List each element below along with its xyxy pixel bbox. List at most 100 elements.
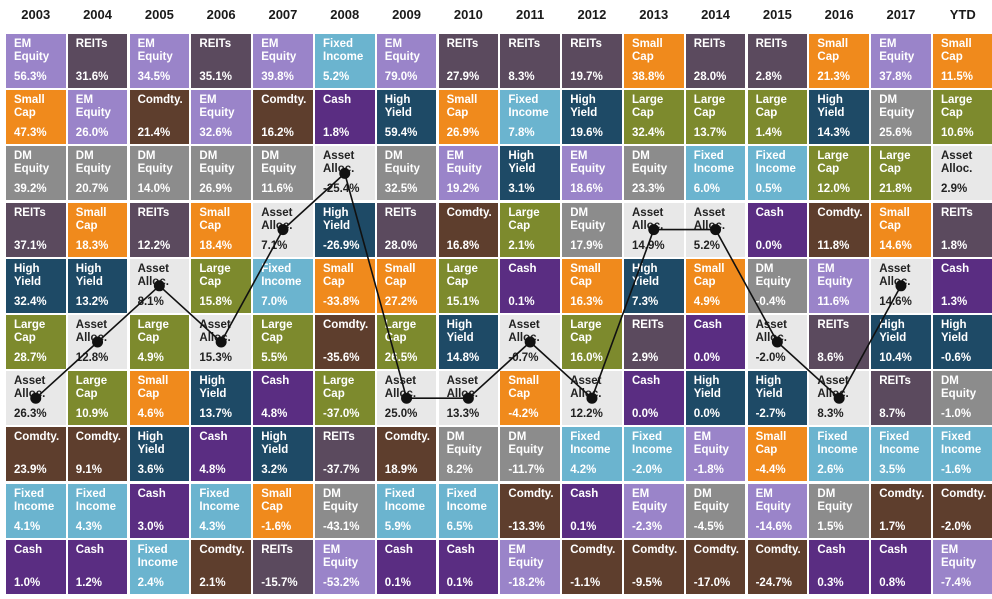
return-cell: Large Cap 4.9% — [129, 315, 190, 369]
return-cell: Large Cap 16.0% — [562, 315, 622, 369]
return-cell: Comdty. 16.8% — [438, 202, 499, 257]
asset-class-label: DM Equity — [137, 150, 173, 176]
return-value: 26.0% — [75, 127, 109, 140]
return-value: 8.6% — [817, 352, 844, 364]
asset-class-label: Small Cap — [261, 487, 292, 513]
return-cell: High Yield -0.6% — [933, 315, 992, 369]
asset-class-label: High Yield — [384, 94, 412, 120]
return-cell: EM Equity 19.2% — [438, 146, 499, 201]
return-cell: Comdty. 21.4% — [129, 90, 190, 145]
return-value: 0.1% — [570, 520, 597, 533]
return-value: -33.8% — [323, 295, 360, 308]
return-value: 14.8% — [446, 352, 480, 364]
return-value: 18.4% — [199, 239, 232, 252]
return-cell: Cash 0.1% — [562, 483, 622, 538]
return-value: -2.7% — [755, 408, 786, 421]
asset-class-label: DM Equity — [570, 206, 606, 232]
return-cell: REITs 31.6% — [67, 34, 128, 88]
asset-class-label: Large Cap — [570, 319, 602, 344]
return-value: -1.6% — [941, 464, 972, 477]
asset-class-label: Asset Alloc. — [14, 375, 46, 401]
return-cell: Small Cap 47.3% — [6, 90, 66, 145]
return-value: 4.2% — [570, 464, 597, 477]
return-cell: Large Cap 1.4% — [747, 90, 808, 145]
return-value: -0.4% — [755, 295, 786, 308]
return-value: -0.7% — [508, 352, 539, 364]
return-value: 10.6% — [941, 127, 974, 140]
return-cell: DM Equity 1.5% — [809, 483, 869, 538]
return-value: 2.9% — [632, 352, 659, 364]
return-cell: EM Equity 26.0% — [67, 90, 128, 145]
asset-class-label: High Yield — [879, 319, 907, 344]
return-value: 0.1% — [446, 576, 473, 589]
return-value: -43.1% — [323, 520, 360, 533]
return-cell: Cash 0.0% — [624, 371, 684, 426]
return-value: 25.6% — [879, 127, 912, 140]
asset-class-label: EM Equity — [941, 543, 977, 569]
return-value: 2.4% — [137, 576, 164, 589]
return-value: 1.7% — [879, 520, 906, 533]
asset-class-label: Fixed Income — [384, 487, 426, 513]
return-cell: Asset Alloc. 14.9% — [624, 202, 684, 257]
asset-class-label: High Yield — [14, 262, 42, 288]
asset-class-label: EM Equity — [693, 431, 729, 457]
return-value: 0.1% — [384, 576, 412, 589]
return-value: 38.8% — [632, 71, 665, 83]
asset-class-label: EM Equity — [632, 487, 668, 513]
asset-class-label: Large Cap — [755, 94, 787, 120]
year-header: 2006 — [206, 7, 236, 22]
asset-class-label: High Yield — [75, 262, 103, 288]
return-cell: Cash 0.0% — [747, 202, 808, 257]
asset-class-label: Cash — [508, 262, 537, 275]
asset-class-label: Small Cap — [199, 206, 231, 232]
return-value: 0.3% — [817, 576, 844, 589]
return-cell: Large Cap 2.1% — [500, 202, 560, 257]
asset-class-label: REITs — [508, 38, 541, 50]
asset-class-label: Fixed Income — [261, 262, 302, 288]
asset-class-label: DM Equity — [755, 262, 791, 288]
return-cell: Fixed Income 4.1% — [6, 483, 66, 538]
return-value: 18.3% — [75, 239, 109, 252]
year-header: 2005 — [144, 7, 174, 22]
return-cell: Large Cap 10.9% — [67, 371, 128, 426]
asset-class-label: DM Equity — [941, 375, 977, 401]
return-value: 5.2% — [323, 71, 350, 83]
asset-class-label: DM Equity — [693, 487, 729, 513]
return-value: 59.4% — [384, 127, 418, 140]
return-cell: Fixed Income 7.8% — [500, 90, 560, 145]
return-cell: EM Equity 37.8% — [871, 34, 931, 88]
return-value: 19.7% — [570, 71, 603, 83]
return-value: 2.8% — [755, 71, 782, 83]
return-cell: Large Cap 10.6% — [933, 90, 992, 145]
year-header: 2014 — [701, 7, 730, 22]
asset-class-label: High Yield — [941, 319, 969, 344]
return-cell: Cash 0.0% — [685, 315, 746, 369]
return-cell: DM Equity -1.0% — [933, 371, 992, 426]
asset-class-label: Asset Alloc. — [508, 319, 540, 344]
asset-class-label: Cash — [199, 431, 228, 444]
asset-class-label: REITs — [693, 38, 726, 50]
return-cell: Comdty. 23.9% — [6, 427, 66, 482]
return-value: 4.9% — [693, 295, 721, 308]
return-cell: EM Equity 32.6% — [191, 90, 251, 145]
return-cell: Large Cap 5.5% — [253, 315, 313, 369]
asset-class-label: EM Equity — [261, 38, 297, 63]
return-value: 11.6% — [817, 295, 850, 308]
asset-class-label: Comdty. — [14, 431, 60, 444]
asset-class-label: Asset Alloc. — [323, 150, 355, 176]
return-value: 4.8% — [261, 408, 288, 421]
asset-class-label: Asset Alloc. — [817, 375, 849, 401]
return-cell: Asset Alloc. 12.8% — [67, 315, 128, 369]
year-header: 2003 — [21, 7, 51, 22]
return-value: 7.0% — [261, 295, 288, 308]
return-cell: Asset Alloc. 13.3% — [438, 371, 499, 426]
return-cell: Asset Alloc. 25.0% — [376, 371, 437, 426]
year-header: 2012 — [577, 7, 607, 22]
asset-class-label: High Yield — [137, 431, 165, 457]
asset-class-label: EM Equity — [817, 262, 853, 288]
asset-class-label: High Yield — [508, 150, 536, 176]
asset-class-label: DM Equity — [261, 150, 297, 176]
asset-class-label: Comdty. — [137, 94, 183, 107]
return-value: -37.7% — [323, 464, 360, 477]
return-value: 10.4% — [879, 352, 912, 364]
